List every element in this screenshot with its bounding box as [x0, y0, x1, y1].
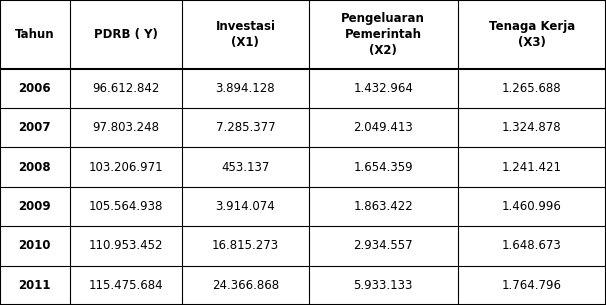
Text: 103.206.971: 103.206.971 — [88, 161, 163, 174]
Text: 5.933.133: 5.933.133 — [354, 279, 413, 292]
Text: 1.324.878: 1.324.878 — [502, 121, 562, 134]
Text: 1.241.421: 1.241.421 — [502, 161, 562, 174]
Text: 1.654.359: 1.654.359 — [353, 161, 413, 174]
Text: 1.648.673: 1.648.673 — [502, 239, 562, 253]
Text: 2006: 2006 — [19, 82, 51, 95]
Text: 7.285.377: 7.285.377 — [216, 121, 275, 134]
Text: 2.049.413: 2.049.413 — [353, 121, 413, 134]
Text: 110.953.452: 110.953.452 — [88, 239, 163, 253]
Text: 96.612.842: 96.612.842 — [92, 82, 159, 95]
Text: 1.265.688: 1.265.688 — [502, 82, 562, 95]
Text: PDRB ( Y): PDRB ( Y) — [94, 28, 158, 41]
Text: 453.137: 453.137 — [221, 161, 270, 174]
Text: Pengeluaran
Pemerintah
(X2): Pengeluaran Pemerintah (X2) — [341, 12, 425, 57]
Text: 1.863.422: 1.863.422 — [353, 200, 413, 213]
Text: 16.815.273: 16.815.273 — [212, 239, 279, 253]
Text: 3.894.128: 3.894.128 — [216, 82, 275, 95]
Text: Investasi
(X1): Investasi (X1) — [215, 20, 276, 49]
Text: 97.803.248: 97.803.248 — [92, 121, 159, 134]
Text: 24.366.868: 24.366.868 — [212, 279, 279, 292]
Text: 2008: 2008 — [19, 161, 51, 174]
Text: 1.432.964: 1.432.964 — [353, 82, 413, 95]
Text: 2.934.557: 2.934.557 — [353, 239, 413, 253]
Text: 2010: 2010 — [19, 239, 51, 253]
Text: 2007: 2007 — [19, 121, 51, 134]
Text: 2009: 2009 — [19, 200, 51, 213]
Text: 2011: 2011 — [19, 279, 51, 292]
Text: 105.564.938: 105.564.938 — [88, 200, 163, 213]
Text: 1.764.796: 1.764.796 — [502, 279, 562, 292]
Text: Tenaga Kerja
(X3): Tenaga Kerja (X3) — [488, 20, 575, 49]
Text: Tahun: Tahun — [15, 28, 55, 41]
Text: 115.475.684: 115.475.684 — [88, 279, 163, 292]
Text: 1.460.996: 1.460.996 — [502, 200, 562, 213]
Text: 3.914.074: 3.914.074 — [216, 200, 275, 213]
